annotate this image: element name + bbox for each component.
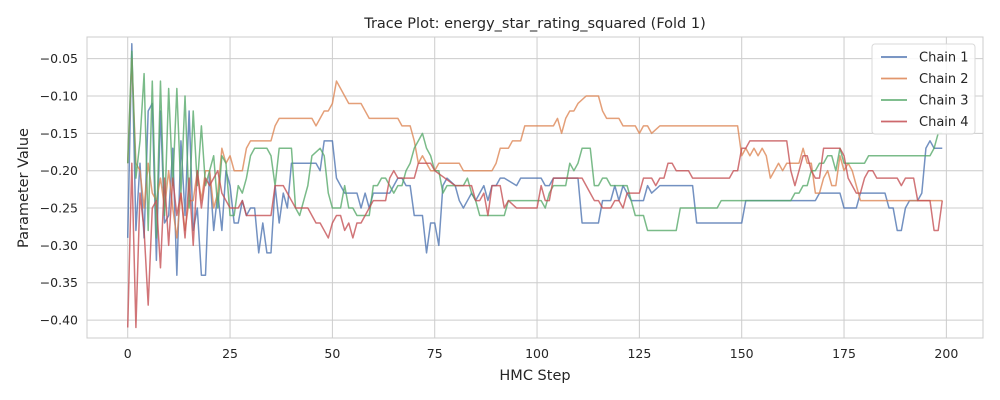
grid-lines — [87, 37, 983, 338]
legend-label-chain-4: Chain 4 — [919, 115, 969, 130]
chart-title: Trace Plot: energy_star_rating_squared (… — [363, 16, 706, 32]
y-tick-label: −0.30 — [40, 238, 78, 253]
legend-label-chain-1: Chain 1 — [919, 51, 969, 66]
y-tick-label: −0.05 — [40, 51, 78, 66]
y-tick-label: −0.10 — [40, 89, 78, 104]
x-axis-ticks: 0 25 50 75 100 125 150 175 200 — [124, 346, 959, 361]
y-tick-label: −0.15 — [40, 126, 78, 141]
x-axis-label: HMC Step — [499, 368, 570, 384]
legend: Chain 1 Chain 2 Chain 3 Chain 4 — [871, 43, 976, 135]
x-tick-label: 200 — [934, 346, 958, 361]
y-tick-label: −0.35 — [40, 275, 78, 290]
y-tick-label: −0.40 — [40, 313, 78, 328]
y-tick-label: −0.25 — [40, 201, 78, 216]
legend-box — [871, 43, 976, 135]
x-tick-label: 25 — [222, 346, 238, 361]
x-tick-label: 175 — [832, 346, 856, 361]
series-line-chain-2 — [126, 57, 943, 239]
series-line-chain-3 — [126, 50, 943, 239]
x-tick-label: 0 — [124, 346, 132, 361]
series-layer — [126, 42, 944, 329]
plot-area — [86, 36, 984, 339]
y-tick-label: −0.20 — [40, 163, 78, 178]
legend-label-chain-3: Chain 3 — [919, 94, 969, 109]
x-tick-label: 50 — [324, 346, 340, 361]
x-tick-label: 75 — [427, 346, 443, 361]
x-tick-label: 100 — [525, 346, 549, 361]
y-axis-label: Parameter Value — [16, 128, 32, 248]
x-tick-label: 125 — [627, 346, 651, 361]
series-line-chain-4 — [126, 140, 944, 329]
legend-label-chain-2: Chain 2 — [919, 72, 969, 87]
y-axis-ticks: −0.40 −0.35 −0.30 −0.25 −0.20 −0.15 −0.10 −0.05 — [40, 51, 78, 327]
series-line-chain-1 — [126, 42, 943, 277]
x-tick-label: 150 — [730, 346, 754, 361]
